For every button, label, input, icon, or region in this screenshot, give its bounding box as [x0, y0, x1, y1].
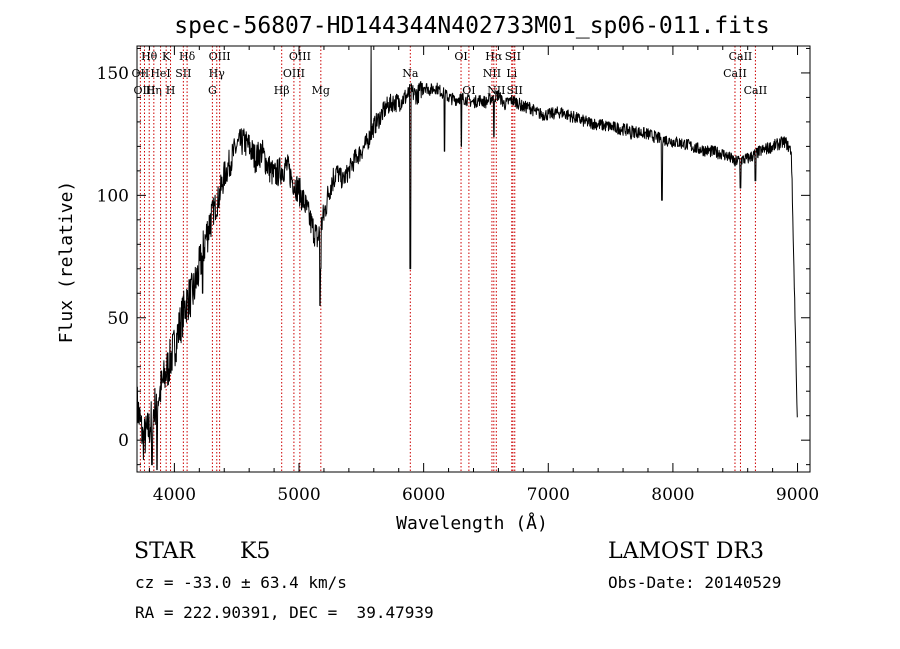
- line-marker-label-4: HeI: [150, 67, 170, 80]
- line-marker-label-7: SII: [175, 67, 191, 80]
- x-axis: 4000 5000 6000 7000 8000 9000: [148, 46, 819, 505]
- chart-title: spec-56807-HD144344N402733M01_sp06-011.f…: [174, 13, 769, 39]
- plot-frame: [136, 45, 811, 473]
- line-marker-label-5: K: [162, 50, 171, 63]
- line-marker-label-25: CaII: [729, 50, 753, 63]
- line-marker-label-19: Hα: [485, 50, 503, 63]
- x-tick-label-2: 6000: [402, 485, 445, 505]
- line-marker-label-2: OIII: [133, 84, 155, 97]
- line-marker-label-17: OI: [454, 50, 467, 63]
- line-marker-label-16: Na: [402, 67, 419, 80]
- line-marker-label-18: OI: [462, 84, 475, 97]
- line-marker-label-9: OIII: [209, 50, 231, 63]
- spectrum-series: [136, 45, 798, 471]
- line-marker-label-3: Hη: [146, 84, 162, 97]
- object-class: STAR: [134, 539, 195, 564]
- y-tick-label-1: 50: [107, 309, 129, 329]
- y-tick-label-2: 100: [97, 186, 129, 206]
- line-marker-label-20: SII: [505, 50, 521, 63]
- y-tick-label-0: 0: [118, 431, 129, 451]
- line-marker-label-27: CaII: [744, 84, 768, 97]
- observation-date: Obs-Date: 20140529: [608, 573, 782, 592]
- y-axis-label: Flux (relative): [56, 181, 77, 344]
- spectrum-line: [136, 45, 798, 471]
- line-marker-label-26: CaII: [723, 67, 747, 80]
- line-marker-label-21: NII: [483, 67, 501, 80]
- line-marker-label-13: OIII: [289, 50, 311, 63]
- x-axis-label: Wavelength (Å): [396, 512, 548, 534]
- x-tick-label-5: 9000: [776, 485, 819, 505]
- x-tick-label-3: 7000: [527, 485, 570, 505]
- line-marker-label-15: Mg: [312, 84, 330, 97]
- line-marker-label-10: Hγ: [209, 67, 226, 80]
- x-tick-label-0: 4000: [153, 485, 196, 505]
- line-marker-label-0: Hθ: [141, 50, 158, 63]
- line-marker-label-22: Li: [506, 67, 517, 80]
- object-subclass: K5: [240, 539, 271, 564]
- y-tick-label-3: 150: [97, 64, 129, 84]
- y-axis: 0 50 100 150: [97, 47, 810, 466]
- x-tick-label-4: 8000: [651, 485, 694, 505]
- line-marker-label-11: G: [208, 84, 217, 97]
- survey-name: LAMOST DR3: [608, 539, 764, 564]
- line-marker-label-12: Hβ: [274, 84, 290, 97]
- line-marker-label-8: Hδ: [179, 50, 196, 63]
- line-marker-label-6: H: [166, 84, 176, 97]
- coordinates: RA = 222.90391, DEC = 39.47939: [135, 603, 434, 622]
- line-marker-label-24: SII: [507, 84, 523, 97]
- line-marker-label-14: OIII: [283, 67, 305, 80]
- x-tick-label-1: 5000: [277, 485, 320, 505]
- line-marker-label-1: OII: [132, 67, 150, 80]
- redshift-velocity: cz = -33.0 ± 63.4 km/s: [135, 573, 347, 592]
